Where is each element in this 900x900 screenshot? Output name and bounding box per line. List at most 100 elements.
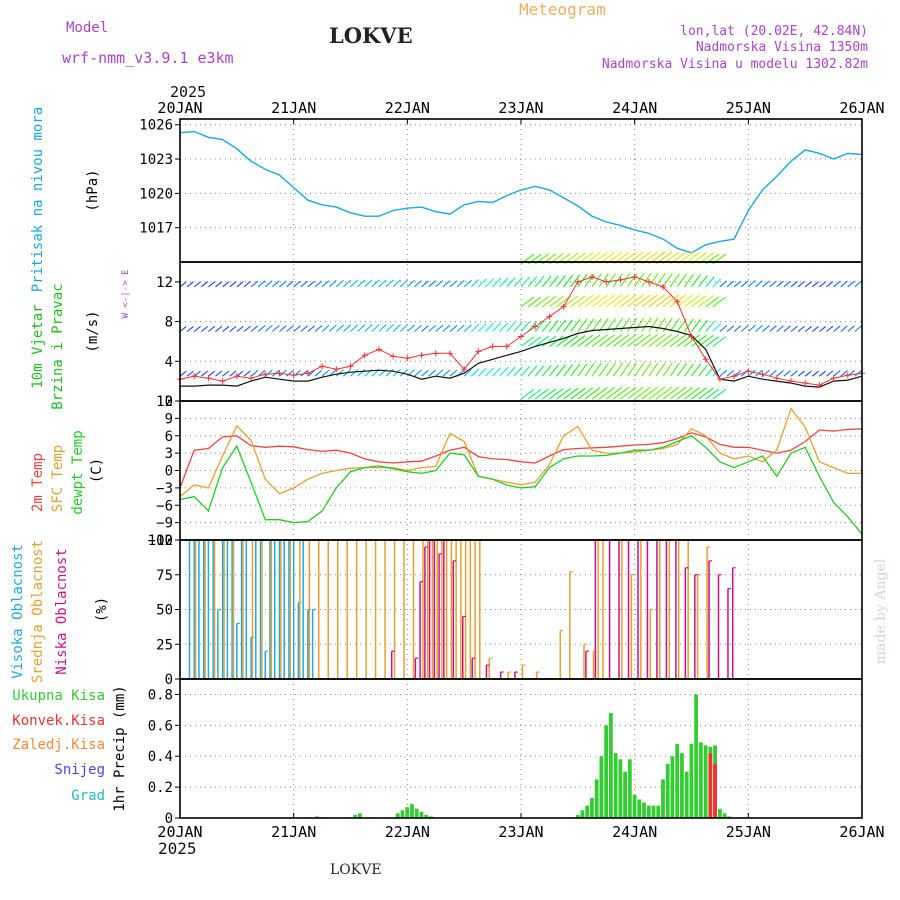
wind-gust-mark — [262, 371, 269, 378]
wind-vector — [286, 369, 294, 377]
precip-bar — [656, 805, 661, 818]
wind-vector — [598, 362, 609, 377]
wind-vector — [556, 335, 571, 347]
wind-vector — [854, 369, 863, 377]
wind-vector — [257, 325, 266, 332]
wind-vector — [335, 369, 344, 377]
wind-vector — [811, 326, 819, 332]
wind-vector — [300, 280, 308, 288]
wind-gust-mark — [716, 376, 723, 383]
wind-vector — [215, 325, 223, 332]
wind-vector — [385, 324, 394, 332]
wind-gust-mark — [361, 352, 368, 359]
wind-vector — [456, 324, 465, 332]
wind-vector — [762, 325, 770, 332]
wind-vector — [698, 275, 708, 288]
wind-vector — [783, 370, 791, 377]
wind-vector — [669, 362, 680, 377]
wind-vector — [243, 370, 251, 377]
wind-vector — [527, 365, 538, 377]
temp-label-2m: 2m Temp — [30, 453, 46, 512]
wind-vector — [634, 317, 645, 332]
wind-vector — [200, 370, 209, 377]
wind-vector — [634, 294, 651, 308]
wind-vector — [612, 362, 624, 377]
panel-frame — [179, 678, 863, 819]
wind-vector — [648, 272, 659, 288]
precip-bar — [419, 811, 424, 818]
precip-y-tick: 0.8 — [148, 687, 173, 703]
cloud-y-tick: 50 — [156, 603, 173, 619]
wind-vector — [584, 273, 595, 288]
wind-vector — [215, 370, 223, 377]
precip-bar — [708, 753, 713, 818]
wind-vector — [179, 370, 187, 377]
cloud-label-mid: Srednja Oblacnost — [30, 540, 46, 683]
wind-vector — [783, 325, 791, 332]
wind-gust-mark — [205, 375, 212, 382]
x-tick-label-bottom: 22JAN — [385, 823, 430, 841]
wind-gust-mark — [802, 380, 809, 387]
wind-vector — [669, 273, 680, 288]
wind-vector — [811, 370, 819, 377]
wind-vector — [357, 279, 366, 288]
precip-bar — [623, 771, 627, 818]
wind-gust-mark — [432, 350, 439, 357]
wind-vector — [193, 370, 201, 377]
wind-vector — [392, 324, 401, 332]
wind-vector — [605, 294, 623, 308]
wind-vector — [222, 325, 230, 332]
wind-vector — [620, 362, 631, 377]
wind-vector — [712, 336, 727, 347]
wind-vector — [591, 362, 602, 377]
cloud-y-tick: 75 — [156, 568, 173, 584]
wind-vector — [840, 325, 848, 332]
wind-vector — [371, 324, 380, 332]
wind-vector — [662, 362, 673, 377]
wind-vector — [350, 279, 359, 288]
precip-bar — [713, 763, 717, 818]
wind-vector — [463, 279, 472, 288]
wind-vector — [698, 320, 708, 332]
precip-bar — [670, 756, 675, 818]
wind-vector — [179, 281, 187, 288]
wind-vector — [307, 280, 315, 288]
wind-unit: (m/s) — [85, 310, 101, 352]
wind-vector — [534, 365, 545, 377]
pressure-y-tick: 1017 — [139, 221, 173, 237]
wind-vector — [286, 280, 294, 288]
wind-vector — [236, 326, 244, 332]
wind-gust-mark — [560, 303, 567, 310]
wind-vector — [641, 317, 652, 332]
wind-vector — [279, 280, 287, 288]
wind-gust-mark — [276, 370, 283, 377]
wind-gust-mark — [546, 313, 553, 320]
wind-vector — [541, 365, 552, 377]
wind-vector — [357, 324, 366, 332]
precip-bar — [689, 743, 694, 818]
wind-vector — [229, 325, 237, 332]
wind-direction-legend: W <-|-> E — [121, 270, 131, 319]
wind-vector — [726, 280, 735, 288]
wind-vector — [350, 368, 359, 377]
x-tick-label-top: 21JAN — [271, 99, 316, 117]
wind-vector — [492, 367, 502, 377]
precip-bar — [632, 794, 637, 818]
wind-vector — [477, 278, 487, 288]
wind-vector — [534, 275, 545, 288]
wind-gust-mark — [191, 373, 198, 380]
wind-vector — [506, 366, 516, 377]
wind-vector — [520, 296, 535, 308]
wind-gust-mark — [248, 375, 255, 382]
wind-vector — [797, 281, 805, 288]
wind-vector — [179, 326, 187, 332]
wind-vector — [577, 318, 588, 332]
wind-vector — [314, 280, 323, 288]
wind-vector — [222, 281, 230, 288]
wind-vector — [314, 325, 323, 332]
wind-vector — [449, 369, 458, 377]
wind-vector — [463, 369, 472, 377]
wind-vector — [421, 325, 429, 332]
wind-gust-mark — [290, 372, 297, 379]
wind-vector — [655, 294, 673, 308]
